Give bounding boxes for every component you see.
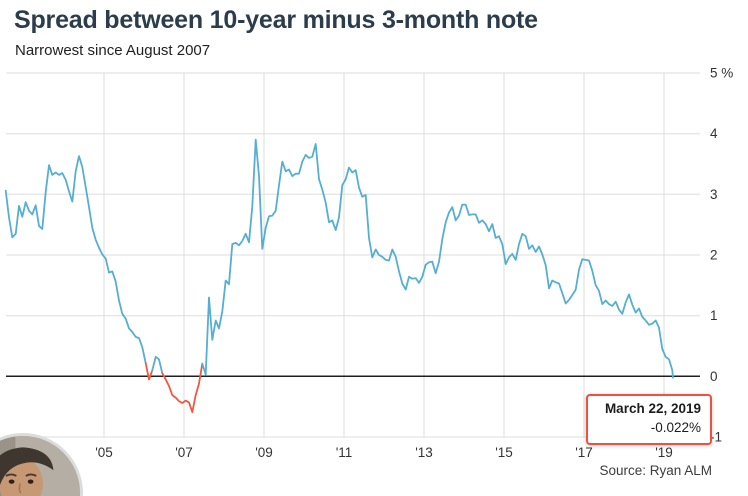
chart-subtitle: Narrowest since August 2007 [15, 42, 211, 59]
callout-date: March 22, 2019 [604, 401, 701, 416]
svg-text:5 %: 5 % [710, 66, 733, 81]
svg-text:'13: '13 [415, 445, 433, 460]
svg-text:'07: '07 [175, 445, 193, 460]
svg-text:2: 2 [710, 248, 718, 263]
presenter-photo-illustration [0, 436, 80, 496]
svg-text:'19: '19 [655, 445, 673, 460]
svg-text:'05: '05 [95, 445, 113, 460]
svg-text:'15: '15 [495, 445, 513, 460]
svg-text:1: 1 [710, 308, 718, 323]
gridlines [6, 72, 700, 438]
y-axis-labels: 5 % 4 3 2 1 0 -1 [710, 66, 733, 445]
x-axis-labels: '05 '07 '09 '11 '13 '15 '17 '19 [95, 445, 673, 460]
svg-text:3: 3 [710, 187, 718, 202]
svg-text:0: 0 [710, 369, 718, 384]
svg-text:'11: '11 [336, 445, 353, 460]
spread-line-series [4, 138, 674, 414]
callout-value: -0.022% [650, 419, 701, 435]
svg-text:'09: '09 [255, 445, 273, 460]
latest-value-callout: March 22, 2019 -0.022% [586, 394, 712, 445]
source-credit: Source: Ryan ALM [599, 463, 712, 478]
svg-text:-1: -1 [710, 430, 722, 445]
svg-text:4: 4 [710, 126, 718, 141]
chart-title: Spread between 10-year minus 3-month not… [14, 6, 538, 34]
svg-text:'17: '17 [575, 445, 593, 460]
